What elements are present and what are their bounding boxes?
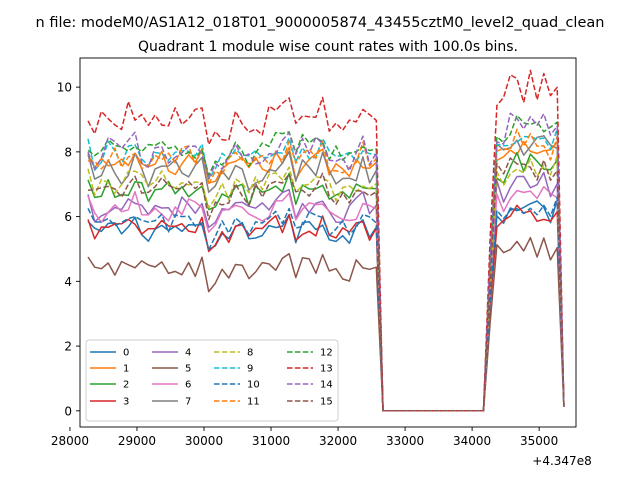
x-tick-label: 29000 — [118, 434, 156, 448]
series-line-11 — [87, 128, 565, 412]
legend-label-4: 4 — [185, 348, 191, 359]
series-line-2 — [87, 151, 565, 412]
legend-label-13: 13 — [320, 364, 333, 375]
y-tick-label: 8 — [64, 145, 72, 159]
legend-label-14: 14 — [320, 380, 333, 391]
chart-title: Quadrant 1 module wise count rates with … — [138, 39, 518, 55]
legend-label-10: 10 — [247, 380, 260, 391]
series-line-0 — [87, 199, 565, 412]
series-line-3 — [87, 204, 565, 412]
series-line-6 — [87, 185, 565, 412]
y-tick-label: 4 — [64, 275, 72, 289]
series-line-13 — [87, 69, 565, 412]
legend-label-15: 15 — [320, 397, 333, 408]
series-line-15 — [87, 157, 565, 412]
y-tick-label: 10 — [57, 81, 72, 95]
legend-frame — [85, 339, 339, 422]
x-axis: 28000 29000 30000 31000 32000 33000 34000 35000 — [51, 427, 558, 448]
legend-label-6: 6 — [185, 380, 191, 391]
x-tick-label: 28000 — [51, 434, 89, 448]
axes-frame — [79, 57, 577, 428]
x-tick-label: 32000 — [319, 434, 357, 448]
y-tick-label: 6 — [64, 210, 72, 224]
x-tick-label: 34000 — [453, 434, 491, 448]
x-tick-label: 31000 — [252, 434, 290, 448]
series-layer — [87, 69, 565, 412]
legend-label-11: 11 — [247, 397, 260, 408]
legend-label-1: 1 — [123, 364, 129, 375]
legend-label-0: 0 — [123, 348, 129, 359]
series-line-4 — [87, 171, 565, 412]
series-line-14 — [87, 112, 565, 412]
legend-label-12: 12 — [320, 348, 333, 359]
legend-label-7: 7 — [185, 397, 191, 408]
x-offset-label: +4.347e8 — [532, 454, 591, 468]
legend-label-8: 8 — [247, 348, 253, 359]
x-tick-label: 30000 — [185, 434, 223, 448]
series-line-12 — [87, 114, 565, 412]
x-tick-label: 35000 — [520, 434, 558, 448]
legend-label-5: 5 — [185, 364, 191, 375]
y-tick-label: 0 — [64, 404, 72, 418]
legend-label-2: 2 — [123, 380, 129, 391]
legend-label-9: 9 — [247, 364, 253, 375]
series-line-10 — [87, 196, 565, 412]
x-tick-label: 33000 — [386, 434, 424, 448]
series-line-8 — [87, 155, 565, 412]
series-line-5 — [87, 236, 565, 412]
legend-label-3: 3 — [123, 397, 129, 408]
figure-suptitle: n file: modeM0/AS1A12_018T01_9000005874_… — [36, 15, 605, 31]
y-axis: 0 2 4 6 8 10 — [57, 81, 80, 418]
series-line-7 — [87, 135, 565, 412]
y-tick-label: 2 — [64, 340, 72, 354]
